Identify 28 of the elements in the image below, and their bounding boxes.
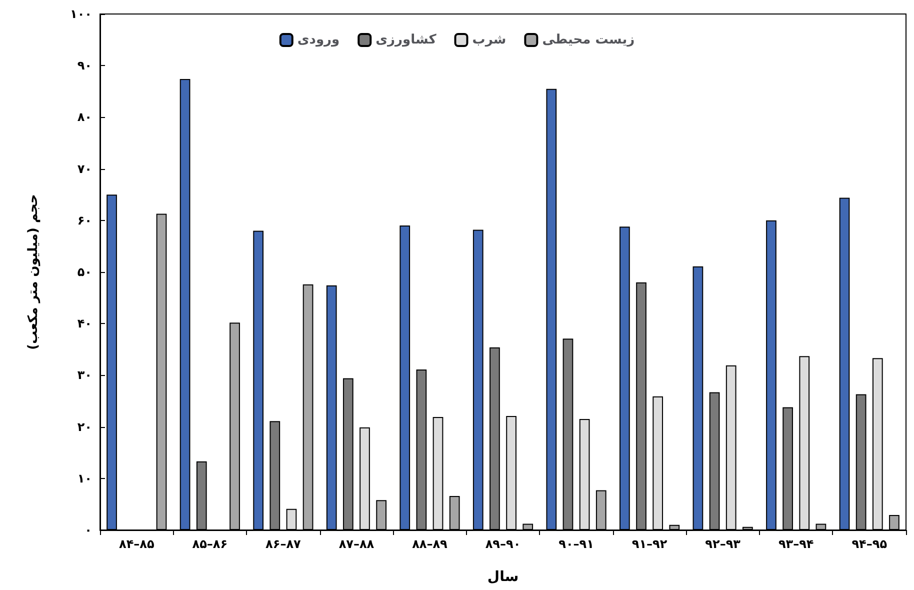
x-tick-label: ۸۸–۸۹ (412, 537, 448, 551)
x-tick-label: ۸۹–۹۰ (485, 537, 521, 551)
x-tick-label: ۸۵–۸۶ (192, 537, 228, 551)
x-tick-label: ۹۱–۹۲ (632, 537, 668, 551)
y-tick-label: ۱۰۰ (70, 7, 92, 21)
x-axis-title: سال (487, 569, 519, 585)
legend-label: شرب (472, 32, 506, 48)
y-tick-label: ۶۰ (77, 213, 92, 228)
legend-label: ورودی (297, 32, 340, 48)
y-tick-label: ۷۰ (77, 162, 92, 176)
y-tick-label: ۴۰ (77, 316, 92, 331)
y-axis-title: حجم (میلیون متر مکعب) (26, 194, 41, 350)
x-tick-label: ۹۰–۹۱ (558, 537, 594, 551)
x-tick-label: ۹۳–۹۴ (778, 537, 814, 551)
legend-label: کشاورزی (376, 32, 437, 48)
y-tick-label: ۵۰ (77, 265, 92, 279)
x-tick-label: ۸۷–۸۸ (338, 537, 375, 551)
x-tick-label: ۸۴–۸۵ (118, 537, 154, 551)
y-tick-label: ۰ (84, 523, 92, 537)
y-tick-label: ۳۰ (77, 368, 92, 382)
x-tick-label: ۸۶–۸۷ (266, 537, 302, 551)
y-tick-label: ۸۰ (77, 110, 92, 124)
x-tick-label: ۹۲–۹۳ (705, 537, 742, 551)
y-tick-label: ۲۰ (77, 420, 92, 434)
legend-label: زیست محیطی (542, 32, 635, 48)
y-tick-label: ۱۰ (77, 471, 92, 486)
x-tick-label: ۹۴–۹۵ (852, 537, 888, 551)
y-tick-label: ۹۰ (77, 58, 92, 73)
